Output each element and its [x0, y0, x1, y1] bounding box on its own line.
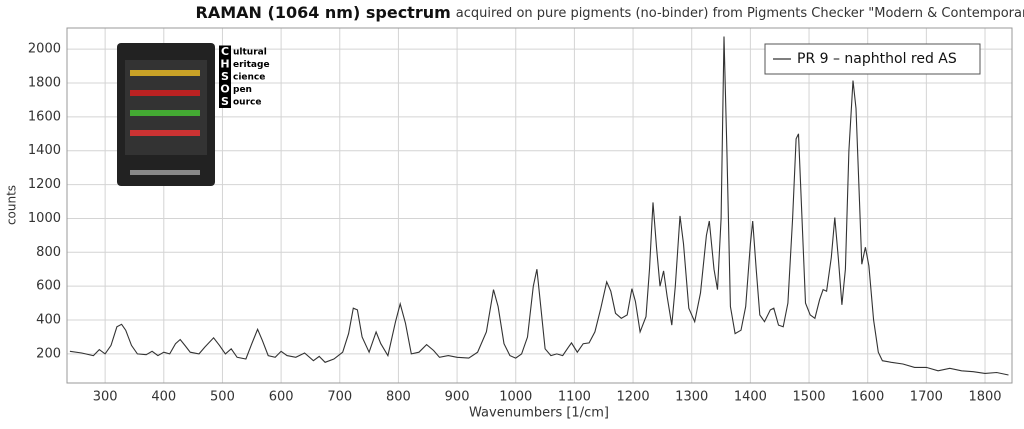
x-tick-label: 1400 — [734, 390, 767, 405]
x-tick-label: 500 — [210, 390, 235, 405]
x-tick-label: 600 — [269, 390, 294, 405]
logo-letter: S — [221, 95, 229, 108]
swatch — [130, 130, 200, 136]
logo-word: eritage — [233, 60, 270, 70]
logo-word: pen — [233, 85, 252, 95]
legend-label: PR 9 – naphthol red AS — [797, 51, 957, 67]
x-tick-label: 1700 — [910, 390, 943, 405]
logo-letter: S — [221, 70, 229, 83]
logo-letter-box — [219, 83, 231, 96]
x-tick-label: 1600 — [851, 390, 884, 405]
x-tick-label: 1100 — [558, 390, 591, 405]
y-tick-label: 2000 — [28, 42, 61, 57]
y-tick-label: 1000 — [28, 211, 61, 226]
x-tick-label: 1800 — [968, 390, 1001, 405]
logo-word: ource — [233, 98, 261, 108]
logo-word: cience — [233, 73, 265, 83]
y-tick-label: 1200 — [28, 177, 61, 192]
y-tick-label: 1600 — [28, 109, 61, 124]
logo-word: ultural — [233, 48, 267, 58]
plot-frame — [66, 27, 1013, 384]
chart-title: RAMAN (1064 nm) spectrum — [196, 3, 451, 22]
title-line: RAMAN (1064 nm) spectrum acquired on pure… — [196, 3, 1024, 22]
x-tick-label: 300 — [93, 390, 118, 405]
logo-letter-box — [219, 45, 231, 58]
y-tick-label: 1400 — [28, 143, 61, 158]
x-tick-label: 800 — [386, 390, 411, 405]
x-tick-label: 400 — [151, 390, 176, 405]
x-tick-label: 900 — [445, 390, 470, 405]
x-tick-label: 1000 — [499, 390, 532, 405]
spectrum-line — [69, 36, 1009, 376]
logo-letter-box — [219, 95, 231, 108]
x-tick-label: 1200 — [617, 390, 650, 405]
chart-subtitle: acquired on pure pigments (no-binder) fr… — [456, 6, 1024, 21]
y-tick-label: 400 — [36, 313, 61, 328]
y-tick-label: 200 — [36, 346, 61, 361]
x-tick-label: 700 — [327, 390, 352, 405]
logo-letter-box — [219, 70, 231, 83]
y-axis-label: counts — [5, 185, 19, 225]
legend-box — [764, 43, 981, 75]
swatch — [130, 70, 200, 76]
logo-letter: O — [220, 83, 229, 96]
logo-letter: C — [221, 45, 229, 58]
inset-photo — [117, 43, 215, 186]
x-tick-label: 1300 — [675, 390, 708, 405]
x-axis-label: Wavenumbers [1/cm] — [469, 406, 609, 421]
y-tick-label: 1800 — [28, 76, 61, 91]
logo-letter: H — [220, 58, 229, 71]
legend: PR 9 – naphthol red AS — [764, 43, 981, 75]
swatch — [130, 90, 200, 96]
y-tick-label: 800 — [36, 245, 61, 260]
card-label — [130, 170, 200, 175]
x-tick-label: 1500 — [792, 390, 825, 405]
y-tick-label: 600 — [36, 279, 61, 294]
swatch — [130, 110, 200, 116]
logo-letter-box — [219, 58, 231, 71]
